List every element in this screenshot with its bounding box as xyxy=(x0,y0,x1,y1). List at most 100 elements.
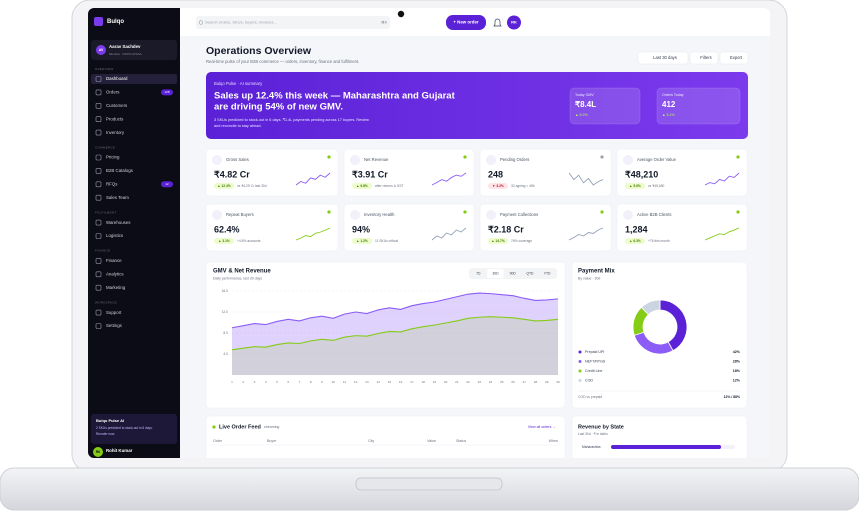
nav-item[interactable]: B2B Catalogs xyxy=(106,168,134,173)
kpi-status-dot xyxy=(327,155,331,159)
feed-column: City xyxy=(368,439,374,443)
nav-item[interactable]: Dashboard xyxy=(106,76,128,81)
new-order-button[interactable] xyxy=(446,15,486,30)
banner-headline: Sales up 12.4% this week — Maharashtra a… xyxy=(214,91,456,102)
page-title: Operations Overview xyxy=(206,45,312,57)
chart-tab[interactable]: QTD xyxy=(526,271,534,275)
header-action[interactable] xyxy=(689,51,719,65)
kpi-card xyxy=(479,203,612,252)
banner-body: 3 SKUs predicted to stock-out in 6 days.… xyxy=(214,118,369,122)
chart-tab[interactable]: YTD xyxy=(544,271,551,275)
y-tick-label: 4.0 xyxy=(223,352,228,356)
state-title: Revenue by State xyxy=(578,424,624,430)
kpi-label: Inventory Health xyxy=(364,212,395,217)
kpi-note: +4.8% accounts xyxy=(237,239,261,243)
kpi-label: Active B2B Clients xyxy=(637,212,671,217)
nav-badge-text: 128 xyxy=(164,90,169,94)
new-order-label[interactable]: + New order xyxy=(453,20,479,25)
kpi-card xyxy=(616,148,748,197)
nav-item[interactable]: Sales Team xyxy=(106,195,129,200)
search-box[interactable] xyxy=(196,16,390,29)
kpi-icon xyxy=(212,155,222,165)
nav-item[interactable]: Inventory xyxy=(106,130,125,135)
feed-column: Order xyxy=(213,439,223,443)
nav-icon xyxy=(95,89,102,96)
pulse-title: Bulqo Pulse AI xyxy=(96,418,124,423)
chart-tab[interactable]: 30D xyxy=(492,271,499,275)
x-tick-label: 2 xyxy=(242,380,244,384)
banner-stat-value: ₹8.4L xyxy=(575,100,596,109)
chart-tab[interactable]: 90D xyxy=(510,271,517,275)
header-action[interactable] xyxy=(637,51,689,65)
banner-headline: are driving 54% of new GMV. xyxy=(214,102,343,113)
banner-stat xyxy=(569,87,641,125)
x-tick-label: 28 xyxy=(534,380,538,384)
nav-section: FINANCE xyxy=(95,249,110,253)
nav-item[interactable]: Settings xyxy=(106,323,123,328)
header-action-label[interactable]: Last 30 days xyxy=(653,55,677,60)
bell-icon[interactable] xyxy=(493,18,502,27)
kpi-status-dot xyxy=(736,155,740,159)
nav-icon xyxy=(95,194,102,201)
x-tick-label: 29 xyxy=(545,380,549,384)
nav-icon xyxy=(95,323,102,329)
user-name: Aarav Sachdev xyxy=(109,44,141,49)
kpi-label: Net Revenue xyxy=(364,157,389,162)
pulse-text: Reorder now. xyxy=(96,432,115,436)
footer-name: Rohit Kumar xyxy=(106,448,133,453)
kpi-note: vs ₹4.29 Cr last 30d xyxy=(237,184,267,188)
x-tick-label: 6 xyxy=(287,380,289,384)
header-action-label[interactable]: Filters xyxy=(700,55,711,60)
kpi-value: 248 xyxy=(488,169,503,179)
banner-stat-label: Orders Today xyxy=(662,93,684,97)
x-tick-label: 22 xyxy=(466,380,470,384)
kpi-card xyxy=(343,203,475,252)
nav-item[interactable]: Products xyxy=(106,116,124,121)
kpi-status-dot xyxy=(327,210,331,214)
pie-subtitle: By value · 30d xyxy=(578,276,600,280)
kpi-note: after returns & GST xyxy=(375,184,404,188)
legend-value: 28% xyxy=(733,359,741,363)
logo xyxy=(94,17,103,26)
nav-icon xyxy=(95,271,102,278)
nav-section: OVERVIEW xyxy=(95,67,114,71)
nav-item[interactable]: Support xyxy=(106,310,122,315)
nav-item[interactable]: Orders xyxy=(106,90,120,95)
nav-item[interactable]: Customers xyxy=(106,103,128,108)
nav-icon xyxy=(95,116,102,122)
kpi-label: Average Order Value xyxy=(637,157,677,162)
feed-link[interactable]: View all orders → xyxy=(528,425,556,429)
kpi-label: Repeat Buyers xyxy=(226,212,254,217)
nav-item[interactable]: Logistics xyxy=(106,233,124,238)
brand: Bulqo xyxy=(107,19,124,25)
nav-item[interactable]: Analytics xyxy=(106,271,124,276)
nav-item[interactable]: Marketing xyxy=(106,285,126,290)
kpi-delta-pill xyxy=(625,238,645,244)
nav-icon xyxy=(95,233,102,239)
user-card[interactable] xyxy=(91,40,177,60)
banner-stat xyxy=(656,87,741,125)
y-tick-label: 8.0 xyxy=(223,331,228,335)
nav-item[interactable]: Pricing xyxy=(106,155,120,160)
nav-item[interactable]: RFQs xyxy=(106,181,118,186)
topbar-avatar-text[interactable]: RK xyxy=(511,20,517,25)
feed-title: Live Order Feed xyxy=(219,424,261,430)
chart-tab-active xyxy=(487,269,504,278)
nav-item[interactable]: Warehouses xyxy=(106,220,131,225)
nav-item[interactable]: Finance xyxy=(106,258,122,263)
kpi-value: 1,284 xyxy=(625,224,648,234)
kpi-icon xyxy=(212,210,222,220)
header-action-label[interactable]: Export xyxy=(730,55,743,60)
kpi-delta-pill xyxy=(214,238,234,244)
header-action[interactable] xyxy=(719,51,749,65)
kpi-delta: ▼ 3.2% xyxy=(492,184,504,188)
chart-tab[interactable]: 7D xyxy=(476,271,481,275)
ai-banner xyxy=(206,72,748,139)
kpi-icon xyxy=(350,210,360,220)
legend-swatch xyxy=(578,360,582,363)
search-icon xyxy=(198,20,204,25)
feed-column: When xyxy=(549,439,558,443)
nav-badge xyxy=(161,89,173,96)
